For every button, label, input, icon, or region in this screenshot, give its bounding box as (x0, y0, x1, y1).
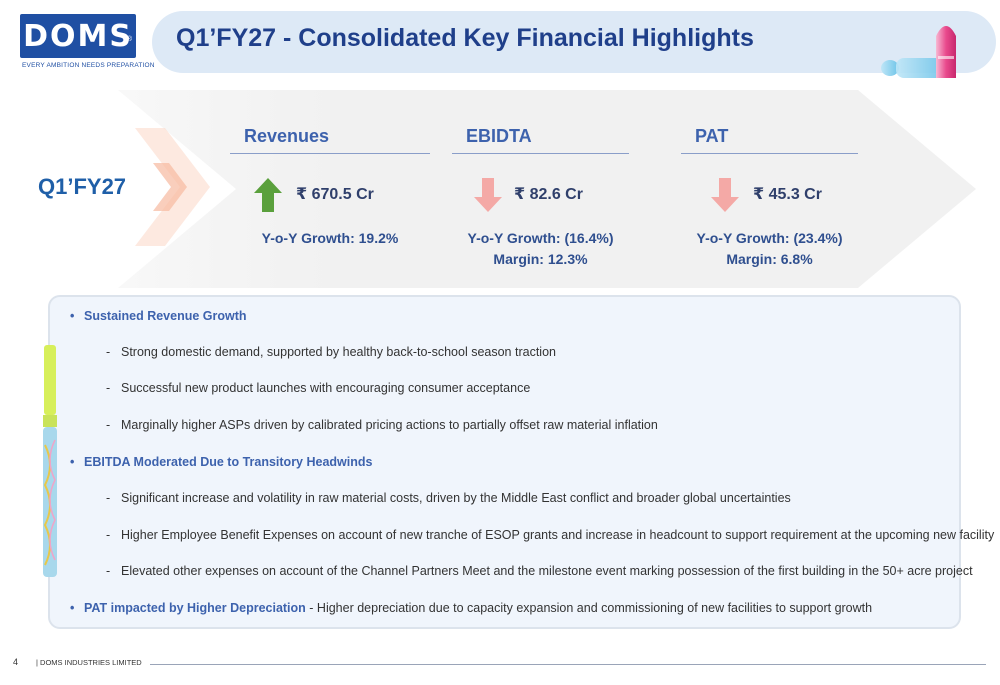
logo-box: DOMS ® (20, 14, 136, 58)
page-number: 4 (13, 657, 19, 667)
arrow-up-icon (254, 178, 282, 212)
metric-value-row: ₹ 670.5 Cr (230, 178, 430, 212)
arrow-down-icon (711, 178, 739, 212)
sub-item-text: Strong domestic demand, supported by hea… (121, 345, 556, 359)
highlight-sub-item: - Marginally higher ASPs driven by calibr… (106, 418, 658, 432)
title-banner (152, 11, 996, 73)
highlights-card (48, 295, 961, 629)
highlight-sub-item: - Strong domestic demand, supported by he… (106, 345, 556, 359)
bullet-title: Sustained Revenue Growth (84, 309, 247, 323)
yoy-growth: Y-o-Y Growth: (23.4%) (696, 230, 843, 246)
metric-value: ₹ 670.5 Cr (296, 186, 374, 203)
highlight-sub-item: - Significant increase and volatility in … (106, 491, 791, 505)
highlight-sub-item: - Successful new product launches with en… (106, 381, 531, 395)
metric-growth: Y-o-Y Growth: (23.4%) Margin: 6.8% (681, 228, 858, 270)
logo-tagline: EVERY AMBITION NEEDS PREPARATION (22, 62, 155, 69)
double-chevron-icon (135, 128, 210, 246)
highlight-sub-item: - Elevated other expenses on account of t… (106, 564, 973, 578)
sub-item-text: Elevated other expenses on account of th… (121, 564, 973, 578)
metric-value: ₹ 45.3 Cr (753, 186, 822, 203)
doms-logo: DOMS ® EVERY AMBITION NEEDS PREPARATION (20, 14, 155, 70)
sub-item-text: Marginally higher ASPs driven by calibra… (121, 418, 658, 432)
sub-item-text: Higher Employee Benefit Expenses on acco… (121, 528, 995, 542)
bullet-title: EBITDA Moderated Due to Transitory Headw… (84, 455, 373, 469)
margin: Margin: 6.8% (726, 251, 813, 267)
metric-growth: Y-o-Y Growth: 19.2% (230, 228, 430, 249)
metric-value-row: ₹ 82.6 Cr (452, 178, 629, 212)
highlight-bullet: • EBITDA Moderated Due to Transitory Head… (70, 455, 372, 469)
bullet-dot: • (70, 309, 75, 323)
page-title: Q1’FY27 - Consolidated Key Financial Hig… (176, 24, 754, 52)
metric-value: ₹ 82.6 Cr (514, 186, 583, 203)
arrow-down-icon (474, 178, 502, 212)
footer-divider (150, 664, 986, 665)
metric-label: Revenues (230, 126, 430, 154)
margin: Margin: 12.3% (493, 251, 588, 267)
metric-label: PAT (681, 126, 858, 154)
chevron-band (118, 90, 976, 288)
highlight-bullet: • PAT impacted by Higher Depreciation - H… (70, 601, 872, 615)
metric-label: EBIDTA (452, 126, 629, 154)
bullet-title: PAT impacted by Higher Depreciation (84, 601, 306, 615)
bullet-dot: • (70, 601, 75, 615)
metric-ebidta: EBIDTA ₹ 82.6 Cr Y-o-Y Growth: (16.4%) M… (452, 126, 629, 267)
highlight-sub-item: - Higher Employee Benefit Expenses on acc… (106, 528, 995, 542)
footer-company: | DOMS INDUSTRIES LIMITED (36, 658, 142, 667)
logo-wordmark: DOMS (23, 18, 133, 54)
highlighter-pen-illustration (43, 345, 57, 577)
bullet-description: - Higher depreciation due to capacity ex… (305, 601, 873, 615)
metric-growth: Y-o-Y Growth: (16.4%) Margin: 12.3% (452, 228, 629, 270)
yoy-growth: Y-o-Y Growth: 19.2% (261, 230, 399, 246)
highlight-bullet: • Sustained Revenue Growth (70, 309, 247, 323)
yoy-growth: Y-o-Y Growth: (16.4%) (467, 230, 614, 246)
logo-registered-mark: ® (126, 36, 132, 43)
bullet-dot: • (70, 455, 75, 469)
metric-revenues: Revenues ₹ 670.5 Cr Y-o-Y Growth: 19.2% (230, 126, 430, 246)
sub-item-text: Successful new product launches with enc… (121, 381, 531, 395)
metric-value-row: ₹ 45.3 Cr (681, 178, 858, 212)
sharpener-illustration (881, 26, 956, 78)
metric-pat: PAT ₹ 45.3 Cr Y-o-Y Growth: (23.4%) Marg… (681, 126, 858, 267)
period-label: Q1’FY27 (38, 174, 127, 199)
sub-item-text: Significant increase and volatility in r… (121, 491, 791, 505)
